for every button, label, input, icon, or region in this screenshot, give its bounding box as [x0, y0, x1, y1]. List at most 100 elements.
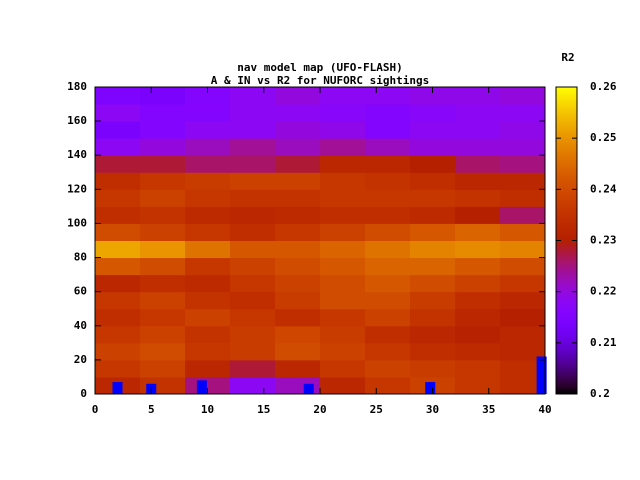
- heatmap-cell: [320, 138, 366, 156]
- heatmap-cell: [140, 342, 186, 361]
- heatmap-cell: [320, 308, 366, 327]
- heatmap-cell: [230, 342, 276, 361]
- heatmap-cell: [320, 291, 366, 310]
- heatmap-cell: [365, 121, 411, 139]
- y-tick-label: 160: [67, 114, 87, 127]
- heatmap-cell: [320, 342, 366, 361]
- heatmap-cell: [320, 172, 366, 190]
- heatmap-cell: [320, 257, 366, 276]
- colorbar-label: R2: [561, 51, 574, 64]
- heatmap-cell: [455, 87, 501, 105]
- marker-bar: [425, 382, 436, 394]
- heatmap-cell: [500, 138, 546, 156]
- heatmap-cell: [500, 206, 546, 224]
- heatmap-cell: [455, 274, 501, 293]
- heatmap-cell: [230, 325, 276, 344]
- heatmap-cell: [140, 359, 186, 378]
- heatmap-cell: [275, 257, 321, 276]
- heatmap-cell: [275, 308, 321, 327]
- heatmap-cell: [275, 291, 321, 310]
- y-tick-label: 120: [67, 182, 87, 195]
- heatmap-cell: [320, 223, 366, 241]
- heatmap-cell: [455, 291, 501, 310]
- heatmap-cell: [410, 359, 456, 378]
- heatmap-cell: [320, 104, 366, 122]
- heatmap-cell: [95, 257, 141, 276]
- heatmap-cell: [410, 172, 456, 190]
- heatmap-cell: [500, 291, 546, 310]
- heatmap-cell: [455, 172, 501, 190]
- heatmap-cell: [455, 240, 501, 259]
- heatmap-cell: [500, 155, 546, 173]
- heatmap-cell: [500, 257, 546, 276]
- heatmap-cell: [365, 223, 411, 241]
- heatmap-cell: [410, 104, 456, 122]
- heatmap-cell: [410, 291, 456, 310]
- x-tick-label: 25: [370, 403, 383, 416]
- heatmap-cell: [185, 189, 231, 207]
- colorbar-tick-label: 0.23: [590, 234, 617, 247]
- heatmap-cell: [230, 138, 276, 156]
- heatmap-cell: [230, 274, 276, 293]
- heatmap-cell: [185, 342, 231, 361]
- x-tick-label: 15: [257, 403, 270, 416]
- marker-bar: [536, 356, 547, 394]
- heatmap-cell: [185, 325, 231, 344]
- heatmap-cell: [500, 359, 546, 378]
- heatmap-cell: [455, 104, 501, 122]
- heatmap-cell: [500, 189, 546, 207]
- heatmap-cell: [185, 138, 231, 156]
- heatmap-cell: [185, 206, 231, 224]
- heatmap-cell: [275, 155, 321, 173]
- heatmap-cell: [140, 240, 186, 259]
- heatmap-cell: [455, 308, 501, 327]
- heatmap-cell: [95, 104, 141, 122]
- y-tick-label: 40: [74, 319, 87, 332]
- heatmap-cell: [275, 325, 321, 344]
- heatmap-cell: [500, 274, 546, 293]
- heatmap-cell: [95, 359, 141, 378]
- heatmap-cell: [95, 121, 141, 139]
- heatmap-cell: [230, 308, 276, 327]
- y-tick-label: 180: [67, 80, 87, 93]
- marker-bar: [303, 383, 314, 394]
- heatmap-cell: [185, 121, 231, 139]
- heatmap-cell: [95, 87, 141, 105]
- marker-bar: [112, 382, 123, 394]
- heatmap-cell: [365, 308, 411, 327]
- heatmap-cell: [185, 274, 231, 293]
- heatmap-cell: [230, 291, 276, 310]
- x-tick-label: 30: [426, 403, 439, 416]
- heatmap-cell: [410, 138, 456, 156]
- heatmap-cell: [140, 206, 186, 224]
- heatmap-cell: [230, 172, 276, 190]
- heatmap-cell: [95, 223, 141, 241]
- heatmap-cell: [365, 206, 411, 224]
- y-tick-label: 60: [74, 285, 87, 298]
- colorbar-tick-label: 0.2: [590, 387, 610, 400]
- heatmap-cell: [140, 87, 186, 105]
- heatmap-cell: [365, 172, 411, 190]
- heatmap-cell: [365, 291, 411, 310]
- heatmap-cell: [275, 342, 321, 361]
- x-tick-label: 35: [482, 403, 495, 416]
- heatmap-cell: [365, 155, 411, 173]
- chart-subtitle: A & IN vs R2 for NUFORC sightings: [211, 74, 430, 87]
- heatmap-cell: [185, 104, 231, 122]
- heatmap-cell: [140, 223, 186, 241]
- heatmap-cell: [455, 206, 501, 224]
- heatmap-cell: [455, 121, 501, 139]
- heatmap-cell: [500, 376, 546, 395]
- heatmap-cell: [410, 87, 456, 105]
- heatmap-cell: [365, 189, 411, 207]
- heatmap-cell: [230, 257, 276, 276]
- x-tick-label: 10: [201, 403, 214, 416]
- heatmap-cell: [275, 189, 321, 207]
- heatmap-cell: [410, 155, 456, 173]
- heatmap-cell: [95, 240, 141, 259]
- heatmap-cell: [230, 155, 276, 173]
- y-tick-label: 100: [67, 216, 87, 229]
- heatmap-cell: [455, 138, 501, 156]
- heatmap-cell: [140, 121, 186, 139]
